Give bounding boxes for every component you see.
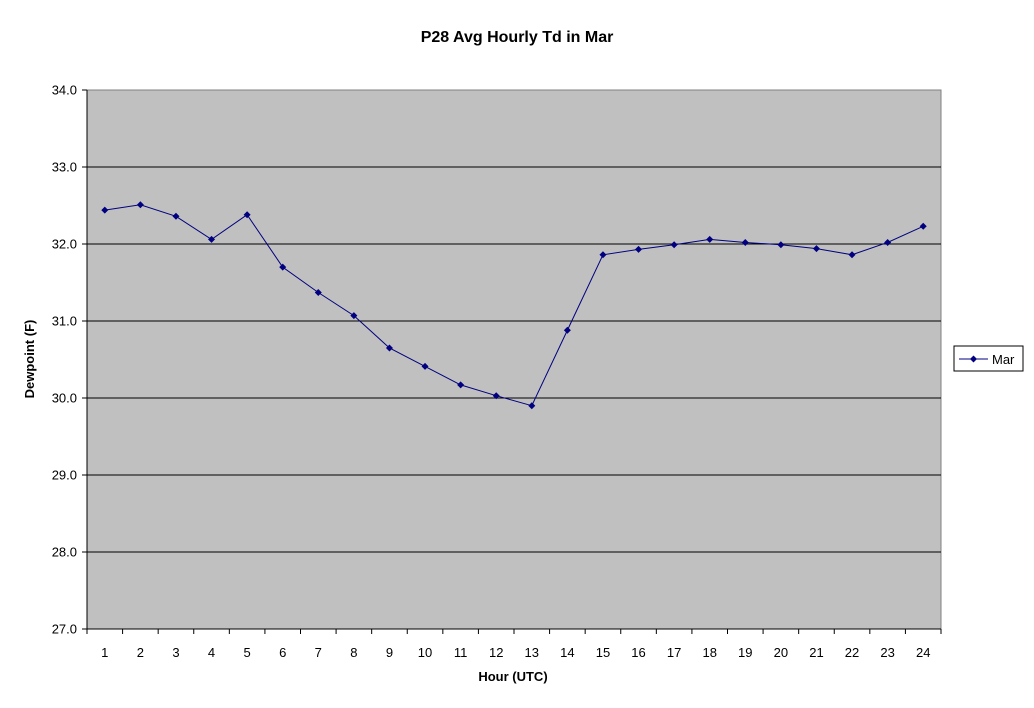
x-tick-label: 10	[418, 645, 432, 660]
x-tick-label: 8	[350, 645, 357, 660]
data-point	[314, 289, 322, 297]
x-tick-label: 5	[244, 645, 251, 660]
data-point	[635, 245, 643, 253]
x-tick-label: 3	[172, 645, 179, 660]
legend: Mar	[953, 345, 1024, 372]
y-tick-label: 31.0	[52, 314, 77, 329]
data-point	[670, 241, 678, 249]
legend-label: Mar	[992, 352, 1015, 367]
data-point	[741, 238, 749, 246]
data-point	[136, 201, 144, 209]
data-point	[101, 206, 109, 214]
data-point	[706, 235, 714, 243]
x-tick-label: 20	[774, 645, 788, 660]
data-point	[777, 241, 785, 249]
x-tick-label: 14	[560, 645, 574, 660]
x-tick-label: 23	[880, 645, 894, 660]
data-point	[563, 326, 571, 334]
x-tick-label: 9	[386, 645, 393, 660]
x-tick-label: 24	[916, 645, 930, 660]
chart-title: P28 Avg Hourly Td in Mar	[421, 29, 614, 46]
x-tick-label: 2	[137, 645, 144, 660]
x-tick-label: 6	[279, 645, 286, 660]
x-tick-label: 19	[738, 645, 752, 660]
x-tick-label: 12	[489, 645, 503, 660]
plot-area	[86, 89, 942, 630]
x-tick-label: 15	[596, 645, 610, 660]
y-axis-title: Dewpoint (F)	[22, 320, 37, 399]
y-tick-label: 28.0	[52, 545, 77, 560]
x-tick-label: 21	[809, 645, 823, 660]
x-tick-labels: 1 2 3 4 5 6 7 8 9 10 11 12 13 14 15 16 17 18 19 20 21 22 23 24	[101, 645, 930, 660]
gridlines	[87, 166, 941, 553]
x-tick-label: 7	[315, 645, 322, 660]
x-tick-label: 11	[454, 645, 468, 660]
x-tick-label: 17	[667, 645, 681, 660]
data-point	[350, 312, 358, 320]
data-point	[528, 402, 536, 410]
data-point	[243, 211, 251, 219]
legend-marker	[970, 355, 977, 363]
y-tick-label: 33.0	[52, 160, 77, 175]
data-point	[812, 245, 820, 253]
x-tick-label: 22	[845, 645, 859, 660]
y-tick-labels: 27.0 28.0 29.0 30.0 31.0 32.0 33.0 34.0	[52, 83, 77, 637]
data-point	[492, 392, 500, 400]
y-tick-label: 30.0	[52, 391, 77, 406]
x-tick-label: 1	[101, 645, 108, 660]
data-point	[919, 222, 927, 230]
series-line	[104, 204, 924, 407]
data-point	[884, 238, 892, 246]
y-tick-label: 32.0	[52, 237, 77, 252]
data-point	[457, 381, 465, 389]
axes	[82, 89, 942, 634]
x-tick-label: 18	[702, 645, 716, 660]
y-tick-label: 29.0	[52, 468, 77, 483]
x-tick-label: 16	[631, 645, 645, 660]
x-axis-title: Hour (UTC)	[478, 669, 547, 684]
data-point	[385, 344, 393, 352]
x-tick-label: 13	[525, 645, 539, 660]
y-tick-label: 27.0	[52, 622, 77, 637]
data-point	[208, 235, 216, 243]
data-point	[172, 212, 180, 220]
data-point	[599, 251, 607, 259]
x-tick-label: 4	[208, 645, 215, 660]
data-point	[421, 362, 429, 370]
data-point	[279, 263, 287, 271]
y-tick-label: 34.0	[52, 83, 77, 98]
data-point	[848, 251, 856, 259]
series-mar	[101, 201, 927, 410]
